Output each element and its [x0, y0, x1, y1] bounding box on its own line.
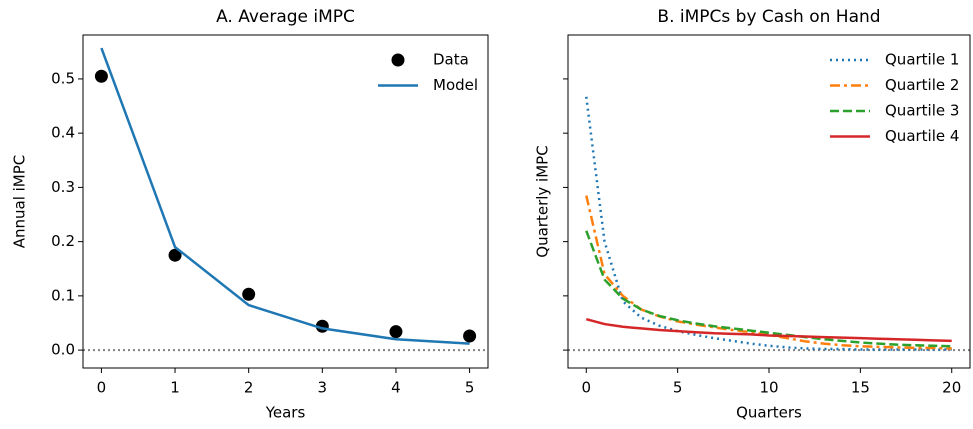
series-line — [585, 195, 952, 350]
x-tick-label: 5 — [465, 379, 475, 397]
y-axis-label: Quarterly iMPC — [534, 145, 552, 257]
plot-frame — [567, 34, 971, 369]
y-tick-label: 0.4 — [51, 124, 75, 142]
series-line — [585, 317, 952, 343]
y-tick-label: 0.0 — [51, 341, 75, 359]
x-tick-label: 2 — [244, 379, 254, 397]
data-point — [463, 329, 477, 343]
x-tick-label: 0 — [97, 379, 107, 397]
series-line — [585, 96, 952, 351]
legend-label: Data — [433, 51, 469, 69]
x-tick-label: 1 — [170, 379, 180, 397]
data-point — [242, 287, 256, 301]
x-tick-label: 10 — [759, 379, 778, 397]
legend-label: Model — [433, 76, 478, 94]
series-line — [100, 47, 470, 345]
plot-frame — [82, 34, 489, 369]
y-axis-label: Annual iMPC — [11, 155, 29, 249]
x-tick-label: 0 — [581, 379, 591, 397]
legend-marker — [391, 53, 405, 67]
y-tick-label: 0.2 — [51, 232, 75, 250]
x-tick-label: 3 — [318, 379, 328, 397]
x-tick-label: 20 — [942, 379, 961, 397]
x-tick-label: 4 — [391, 379, 401, 397]
x-tick-label: 15 — [851, 379, 870, 397]
chart-title: B. iMPCs by Cash on Hand — [657, 7, 880, 27]
x-axis-label: Years — [265, 404, 306, 422]
y-tick-label: 0.3 — [51, 178, 75, 196]
legend-label: Quartile 1 — [885, 51, 959, 69]
x-tick-label: 5 — [673, 379, 683, 397]
legend-label: Quartile 2 — [885, 76, 959, 94]
y-tick-label: 0.1 — [51, 286, 75, 304]
series-line — [585, 230, 952, 348]
legend-label: Quartile 4 — [885, 127, 959, 145]
data-point — [168, 248, 182, 262]
data-point — [389, 325, 403, 339]
data-point — [94, 69, 108, 83]
y-tick-label: 0.5 — [51, 69, 75, 87]
x-axis-label: Quarters — [736, 404, 802, 422]
legend-label: Quartile 3 — [885, 102, 959, 120]
chart-title: A. Average iMPC — [216, 7, 355, 27]
